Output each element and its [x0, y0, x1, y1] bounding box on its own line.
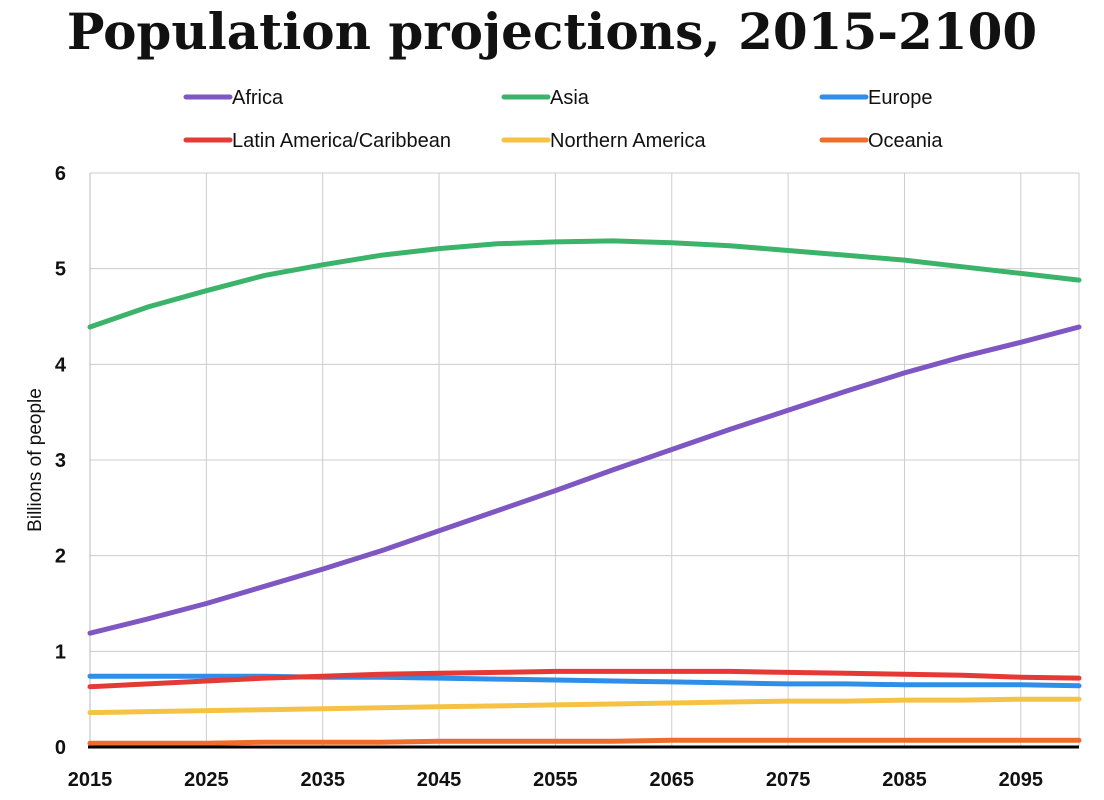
y-tick-label: 0: [55, 737, 66, 759]
series-line-oceania: [87, 737, 1082, 746]
y-tick-label: 5: [55, 259, 66, 281]
y-tick-label: 1: [55, 641, 66, 663]
series-line-africa: [87, 324, 1082, 636]
y-tick-label: 3: [55, 450, 66, 472]
series-line-latin-america-caribbean: [87, 668, 1082, 690]
x-tick-label: 2035: [300, 769, 345, 791]
legend-label: Europe: [868, 87, 933, 109]
y-tick-label: 4: [55, 354, 67, 376]
series-line-northern-america: [87, 696, 1082, 716]
x-tick-label: 2075: [766, 769, 811, 791]
line-chart: 2015 2025 2035 2045 2055 2065 2075 2085 2095 0 1 2 3…: [25, 87, 1082, 791]
series-line-asia: [87, 238, 1082, 330]
y-axis-title: Billions of people: [25, 388, 46, 532]
legend-label: Asia: [550, 87, 590, 109]
x-tick-label: 2055: [533, 769, 578, 791]
x-tick-label: 2045: [417, 769, 462, 791]
legend-label: Oceania: [868, 130, 943, 152]
y-tick-label: 6: [55, 163, 66, 185]
x-tick-label: 2065: [650, 769, 695, 791]
legend-label: Northern America: [550, 130, 706, 152]
chart-title: Population projections, 2015-2100: [66, 2, 1038, 61]
y-tick-label: 2: [55, 546, 66, 568]
legend-label: Africa: [232, 87, 284, 109]
x-tick-label: 2025: [184, 769, 229, 791]
x-tick-label: 2085: [882, 769, 927, 791]
legend-label: Latin America/Caribbean: [232, 130, 451, 152]
x-tick-label: 2095: [999, 769, 1044, 791]
x-tick-label: 2015: [68, 769, 113, 791]
